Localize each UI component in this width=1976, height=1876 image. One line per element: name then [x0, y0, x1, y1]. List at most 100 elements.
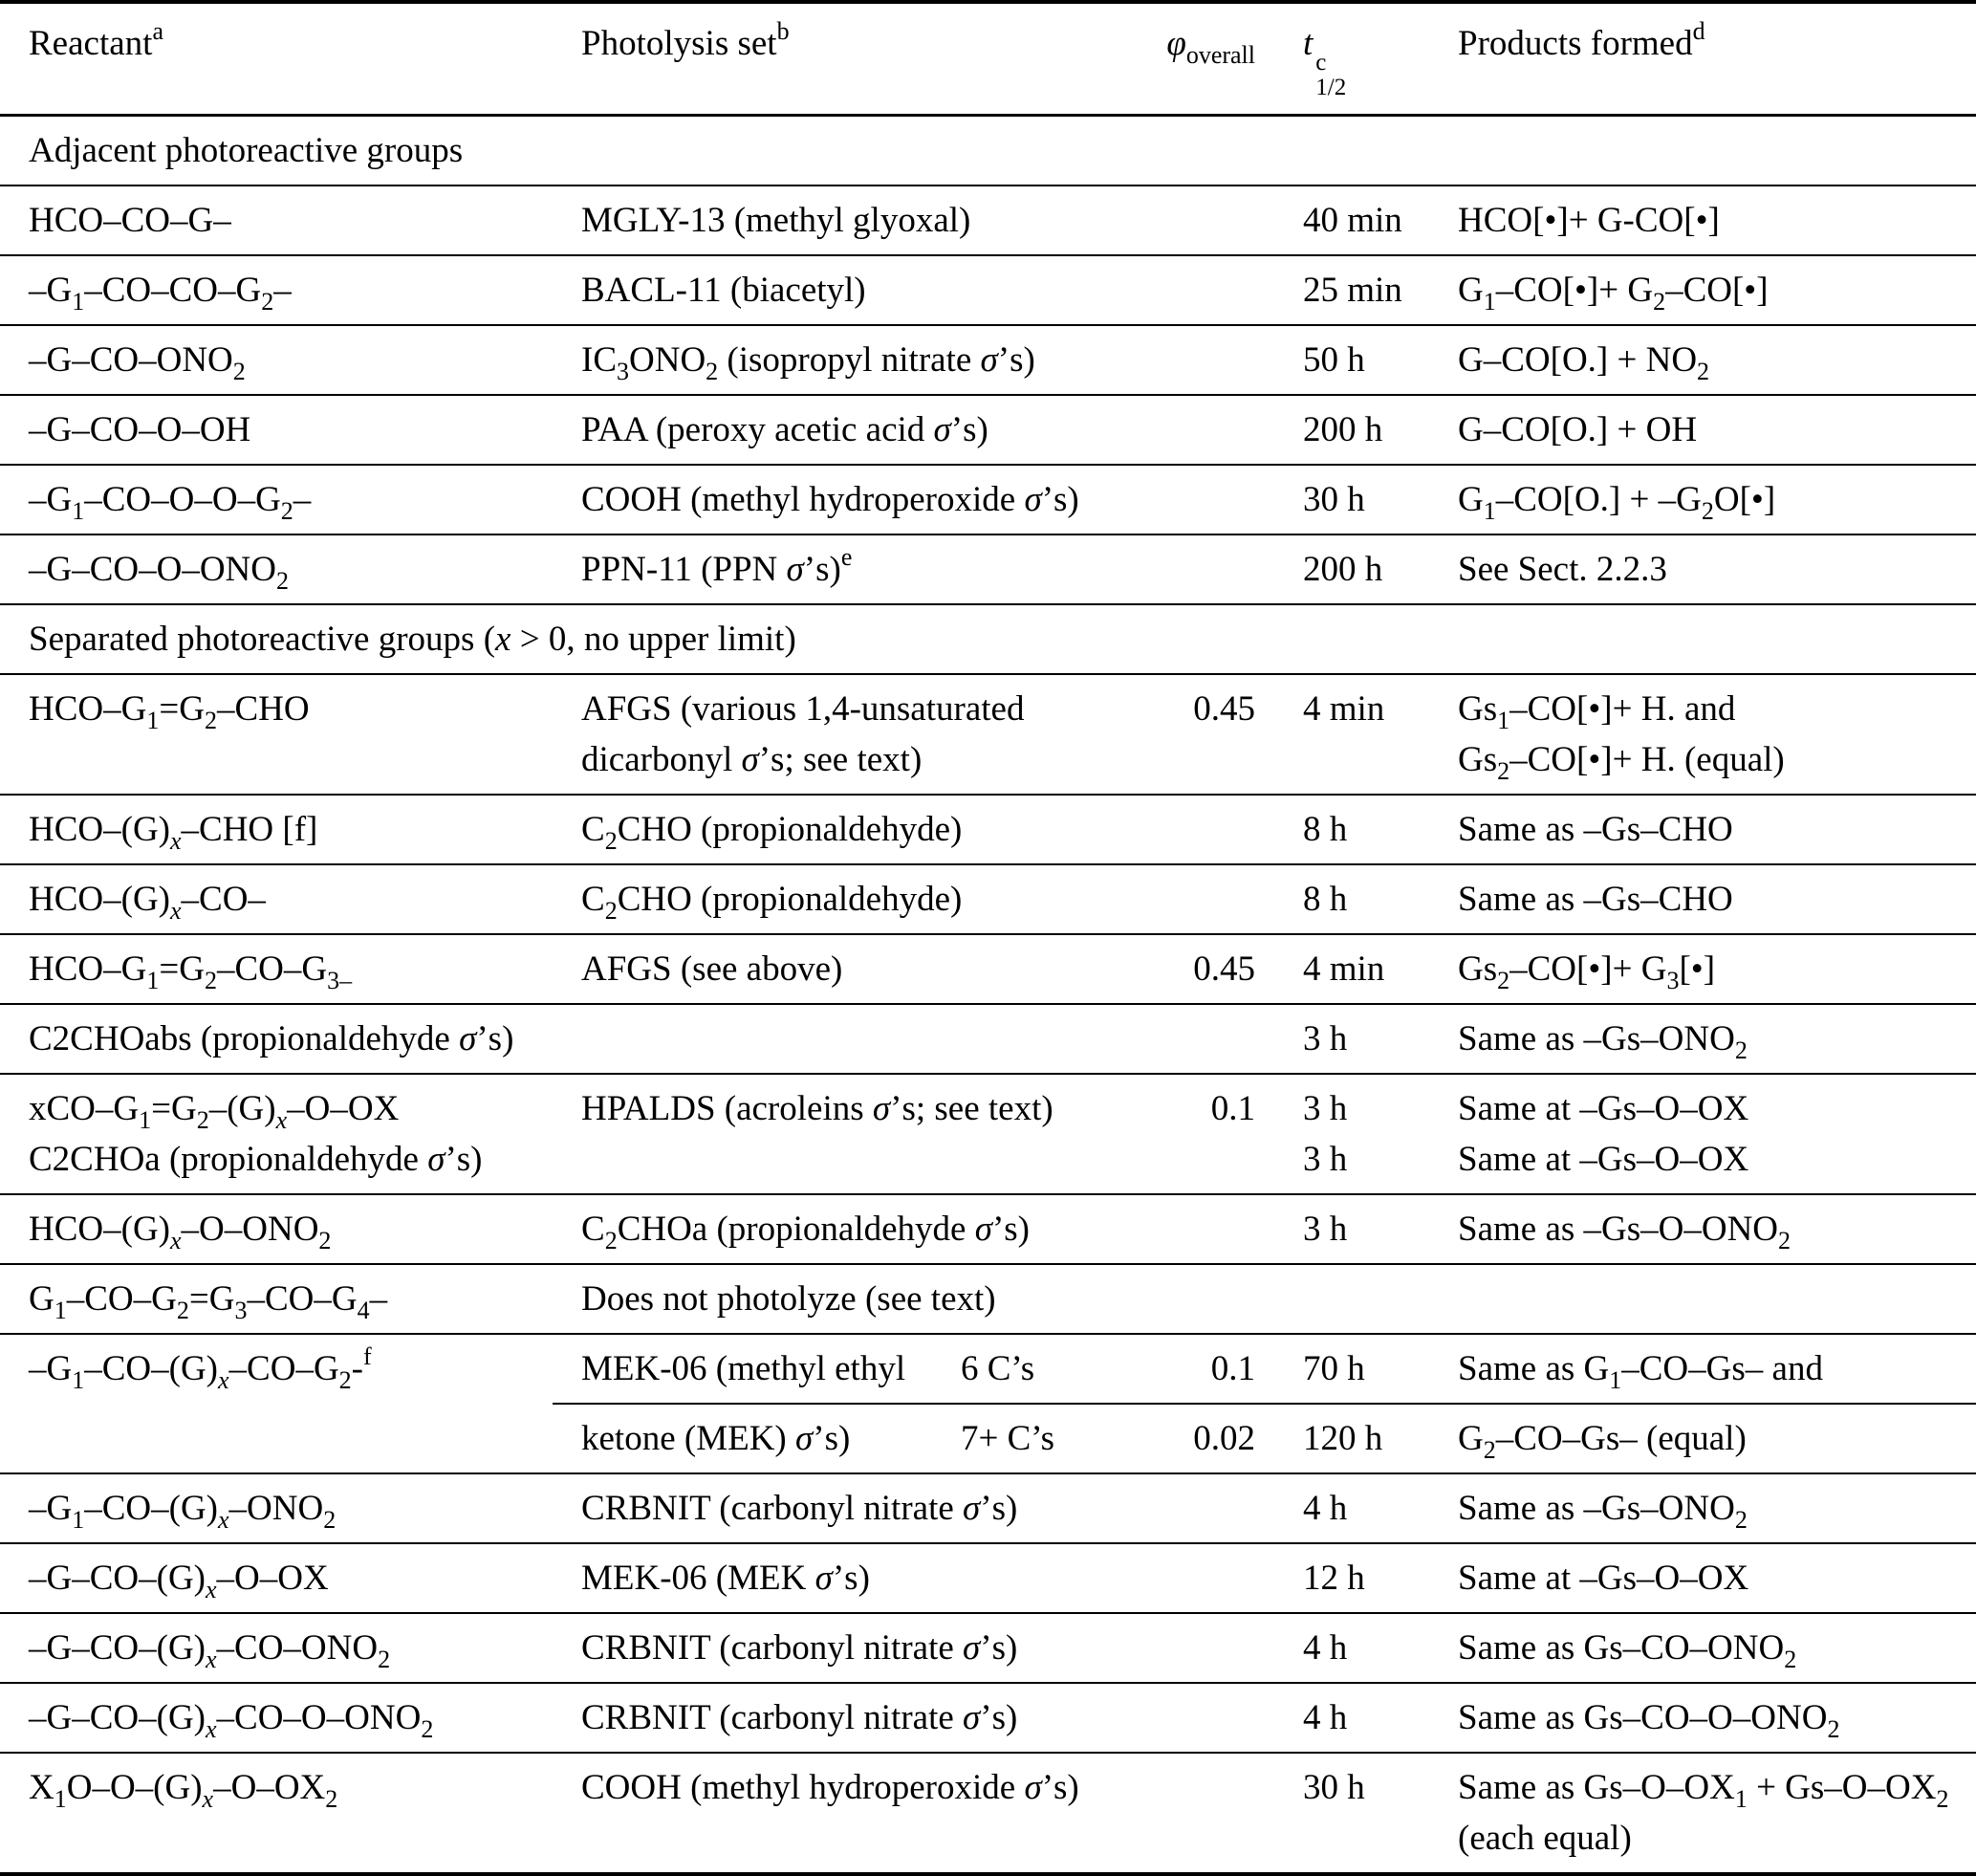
cell-reactant: HCO–G1=G2–CHO: [0, 673, 553, 795]
cell-half-life: 8 h: [1255, 794, 1410, 864]
table-row: X1O–O–(G)x–O–OX2 COOH (methyl hydroperoxi…: [0, 1752, 1976, 1874]
table-row: –G1–CO–(G)x–CO–G2-f MEK-06 (methyl ethyl 6…: [0, 1333, 1976, 1473]
cell-reactant: HCO–(G)x–CHO [f]: [0, 794, 553, 864]
cell-photolysis-set: AFGS (see above): [553, 933, 1074, 1004]
cell-products: HCO[•]+ G-CO[•]: [1410, 185, 1976, 255]
cell-photolysis-set: HPALDS (acroleins σ’s; see text): [553, 1073, 1074, 1194]
table-row: –G–CO–O–OH PAA (peroxy acetic acid σ’s) 20…: [0, 394, 1976, 465]
cell-phi-overall: [1074, 1542, 1255, 1613]
table-row: –G1–CO–CO–G2– BACL-11 (biacetyl) 25 min G1–…: [0, 254, 1976, 325]
col-header-phi-overall: φoverall: [1074, 2, 1255, 117]
cell-half-life: 4 min: [1255, 673, 1410, 795]
cell-phi-overall: [1074, 1003, 1255, 1074]
cell-photolysis-set: MEK-06 (methyl ethyl 6 C’s: [553, 1333, 1074, 1404]
cell-phi-overall: [1074, 394, 1255, 465]
cell-photolysis-set: CRBNIT (carbonyl nitrate σ’s): [553, 1682, 1074, 1753]
cell-phi-overall: [1074, 1193, 1255, 1264]
cell-photolysis-set: CRBNIT (carbonyl nitrate σ’s): [553, 1472, 1074, 1543]
cell-photolysis-set: ketone (MEK) σ’s) 7+ C’s: [553, 1403, 1074, 1473]
cell-reactant: –G–CO–(G)x–CO–O–ONO2: [0, 1682, 553, 1753]
cell-reactant: X1O–O–(G)x–O–OX2: [0, 1752, 553, 1874]
cell-products: Same as Gs–CO–O–ONO2: [1410, 1682, 1976, 1753]
cell-products: Same at –Gs–O–OX Same at –Gs–O–OX: [1410, 1073, 1976, 1194]
cell-phi-overall: [1074, 794, 1255, 864]
table-row: G1–CO–G2=G3–CO–G4– Does not photolyze (se…: [0, 1263, 1976, 1334]
cell-half-life: 8 h: [1255, 863, 1410, 934]
cell-reactant: –G–CO–O–ONO2: [0, 534, 553, 604]
cell-reactant: HCO–G1=G2–CO–G3–: [0, 933, 553, 1004]
cell-photolysis-set: IC3ONO2 (isopropyl nitrate σ’s): [553, 324, 1074, 395]
cell-half-life: 4 h: [1255, 1682, 1410, 1753]
cell-products: G1–CO[O.] + –G2O[•]: [1410, 464, 1976, 534]
cell-half-life: 4 h: [1255, 1612, 1410, 1683]
cell-products: G1–CO[•]+ G2–CO[•]: [1410, 254, 1976, 325]
cell-half-life: 25 min: [1255, 254, 1410, 325]
table-row: HCO–(G)x–CO– C2CHO (propionaldehyde) 8 h Sa…: [0, 863, 1976, 934]
cell-products: Same as G1–CO–Gs– and: [1410, 1333, 1976, 1404]
table-row: HCO–(G)x–CHO [f] C2CHO (propionaldehyde) 8…: [0, 794, 1976, 864]
cell-reactant: –G–CO–(G)x–O–OX: [0, 1542, 553, 1613]
carbon-count-label: 6 C’s: [961, 1349, 1035, 1388]
table-row: HCO–G1=G2–CO–G3– AFGS (see above) 0.45 4 mi…: [0, 933, 1976, 1004]
cell-photolysis-set: MEK-06 (MEK σ’s): [553, 1542, 1074, 1613]
table-row: HCO–(G)x–O–ONO2 C2CHOa (propionaldehyde σ…: [0, 1193, 1976, 1264]
cell-half-life: 4 h: [1255, 1472, 1410, 1543]
cell-reactant: xCO–G1=G2–(G)x–O–OX C2CHOa (propionaldehy…: [0, 1073, 553, 1194]
cell-phi-overall: [1074, 1752, 1255, 1874]
cell-photolysis-set: C2CHO (propionaldehyde): [553, 863, 1074, 934]
table-row: –G–CO–ONO2 IC3ONO2 (isopropyl nitrate σ’s…: [0, 324, 1976, 395]
table-row: C2CHOabs (propionaldehyde σ’s) 3 h Same as…: [0, 1003, 1976, 1074]
cell-half-life: 3 h: [1255, 1193, 1410, 1264]
table-row: xCO–G1=G2–(G)x–O–OX C2CHOa (propionaldehy…: [0, 1073, 1976, 1194]
cell-photolysis-set: COOH (methyl hydroperoxide σ’s): [553, 1752, 1079, 1874]
cell-phi-overall: 0.02: [1074, 1403, 1255, 1473]
cell-half-life: 200 h: [1255, 394, 1410, 465]
col-header-products-formed: Products formedd: [1410, 2, 1976, 117]
cell-reactant: HCO–(G)x–CO–: [0, 863, 553, 934]
cell-photolysis-set: COOH (methyl hydroperoxide σ’s): [553, 464, 1079, 534]
cell-half-life: 50 h: [1255, 324, 1410, 395]
cell-reactant: –G1–CO–CO–G2–: [0, 254, 553, 325]
cell-half-life: 3 h: [1255, 1003, 1410, 1074]
cell-phi-overall: [1074, 1682, 1255, 1753]
col-header-reactant: Reactanta: [0, 2, 553, 117]
cell-photolysis-set: [553, 1003, 1074, 1074]
table-row: –G–CO–(G)x–CO–ONO2 CRBNIT (carbonyl nitra…: [0, 1612, 1976, 1683]
cell-products: Same as Gs–O–OX1 + Gs–O–OX2 (each equal): [1410, 1752, 1976, 1874]
table-body: Adjacent photoreactive groups HCO–CO–G– MG…: [0, 114, 1976, 1874]
cell-phi-overall: [1074, 1472, 1255, 1543]
cell-half-life: 30 h: [1255, 464, 1410, 534]
carbon-count-label: 7+ C’s: [961, 1419, 1054, 1458]
cell-half-life: 12 h: [1255, 1542, 1410, 1613]
cell-phi-overall: [1074, 324, 1255, 395]
cell-reactant: C2CHOabs (propionaldehyde σ’s): [0, 1003, 553, 1074]
cell-products: Same as –Gs–ONO2: [1410, 1003, 1976, 1074]
cell-half-life: 30 h: [1255, 1752, 1410, 1874]
cell-products: Same at –Gs–O–OX: [1410, 1542, 1976, 1613]
table-row: HCO–G1=G2–CHO AFGS (various 1,4-unsaturat…: [0, 673, 1976, 795]
cell-reactant: –G1–CO–(G)x–ONO2: [0, 1472, 553, 1543]
cell-phi-overall: [1074, 1612, 1255, 1683]
cell-reactant: –G1–CO–(G)x–CO–G2-f: [0, 1333, 553, 1473]
cell-products: See Sect. 2.2.3: [1410, 534, 1976, 604]
cell-products: Same as –Gs–ONO2: [1410, 1472, 1976, 1543]
cell-phi-overall: [1074, 863, 1255, 934]
table-row: –G1–CO–O–O–G2– COOH (methyl hydroperoxide…: [0, 464, 1976, 534]
cell-reactant: HCO–(G)x–O–ONO2: [0, 1193, 553, 1264]
cell-phi-overall: 0.45: [1074, 673, 1255, 795]
cell-half-life: [1255, 1263, 1410, 1334]
cell-reactant: G1–CO–G2=G3–CO–G4–: [0, 1263, 553, 1334]
cell-phi-overall: [1074, 464, 1255, 534]
cell-reactant: HCO–CO–G–: [0, 185, 553, 255]
cell-half-life: 4 min: [1255, 933, 1410, 1004]
table-row: HCO–CO–G– MGLY-13 (methyl glyoxal) 40 min H…: [0, 185, 1976, 255]
cell-phi-overall: [1074, 185, 1255, 255]
cell-photolysis-set: AFGS (various 1,4-unsaturated dicarbonyl …: [553, 673, 1074, 795]
cell-products: Gs1–CO[•]+ H. and Gs2–CO[•]+ H. (equal): [1410, 673, 1976, 795]
cell-products: Same as Gs–CO–ONO2: [1410, 1612, 1976, 1683]
cell-products: G–CO[O.] + NO2: [1410, 324, 1976, 395]
table-row: –G1–CO–(G)x–ONO2 CRBNIT (carbonyl nitrate…: [0, 1472, 1976, 1543]
